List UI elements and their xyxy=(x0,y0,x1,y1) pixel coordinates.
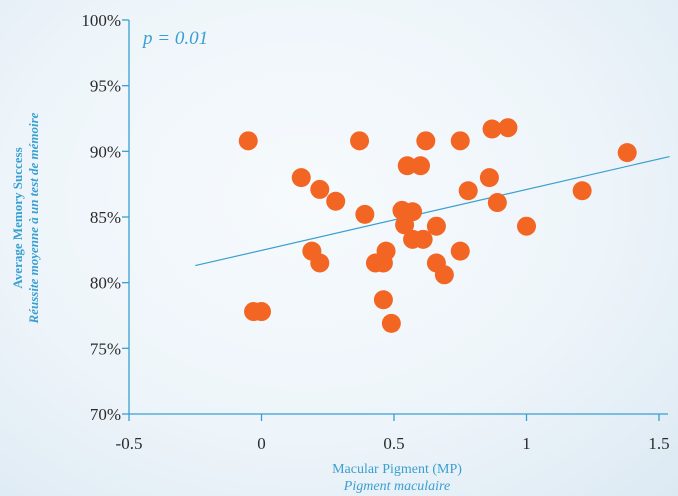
data-point xyxy=(450,241,470,261)
x-axis-title: Macular Pigment (MP) Pigment maculaire xyxy=(332,462,462,494)
x-axis-label: Macular Pigment (MP) xyxy=(332,462,462,477)
data-point xyxy=(403,202,423,222)
y-tick-label: 75% xyxy=(90,339,121,358)
data-points xyxy=(238,118,637,333)
data-point xyxy=(479,168,499,188)
trend-line xyxy=(195,156,670,267)
data-point xyxy=(487,193,507,213)
data-point xyxy=(458,181,478,201)
data-point xyxy=(416,131,436,151)
y-tick-label: 90% xyxy=(90,142,121,161)
y-tick-label: 80% xyxy=(90,274,121,293)
data-point xyxy=(355,204,375,224)
data-point xyxy=(252,302,271,322)
data-point xyxy=(397,156,417,176)
y-axis-title: Average Memory Success Réussite moyenne … xyxy=(10,112,41,324)
p-value-annotation: p = 0.01 xyxy=(141,28,208,49)
data-point xyxy=(517,216,536,236)
data-point xyxy=(238,131,258,151)
data-point xyxy=(498,118,518,138)
y-tick-label: 70% xyxy=(90,405,121,424)
data-point xyxy=(376,241,396,261)
data-point xyxy=(310,179,330,199)
data-point xyxy=(350,131,370,151)
x-tick-label: 1.5 xyxy=(648,434,669,453)
y-tick-label: 100% xyxy=(81,11,121,30)
x-tick-label: 0 xyxy=(257,434,266,453)
data-point xyxy=(572,181,592,201)
data-point xyxy=(310,253,330,273)
y-tick-labels: 70% 75% 80% 85% 90% 95% 100% xyxy=(81,11,129,424)
data-point xyxy=(291,168,311,188)
x-tick-label: 0.5 xyxy=(383,434,404,453)
data-point xyxy=(413,229,433,249)
data-point xyxy=(411,156,430,176)
x-tick-label: -0.5 xyxy=(116,434,143,453)
x-axis-label-secondary: Pigment maculaire xyxy=(343,479,450,494)
data-point xyxy=(381,313,401,333)
data-point xyxy=(617,143,637,163)
data-point xyxy=(450,131,470,151)
x-tick-labels: -0.5 0 0.5 1 1.5 xyxy=(116,414,670,453)
data-point xyxy=(326,191,346,211)
data-point xyxy=(434,265,454,285)
data-point xyxy=(482,119,502,139)
y-axis-label: Average Memory Success xyxy=(10,147,25,288)
y-axis-label-secondary: Réussite moyenne à un test de mémoire xyxy=(26,112,41,324)
x-tick-label: 1 xyxy=(522,434,531,453)
y-tick-label: 85% xyxy=(90,208,121,227)
y-tick-label: 95% xyxy=(90,77,121,96)
data-point xyxy=(373,290,393,310)
data-point xyxy=(426,216,446,236)
